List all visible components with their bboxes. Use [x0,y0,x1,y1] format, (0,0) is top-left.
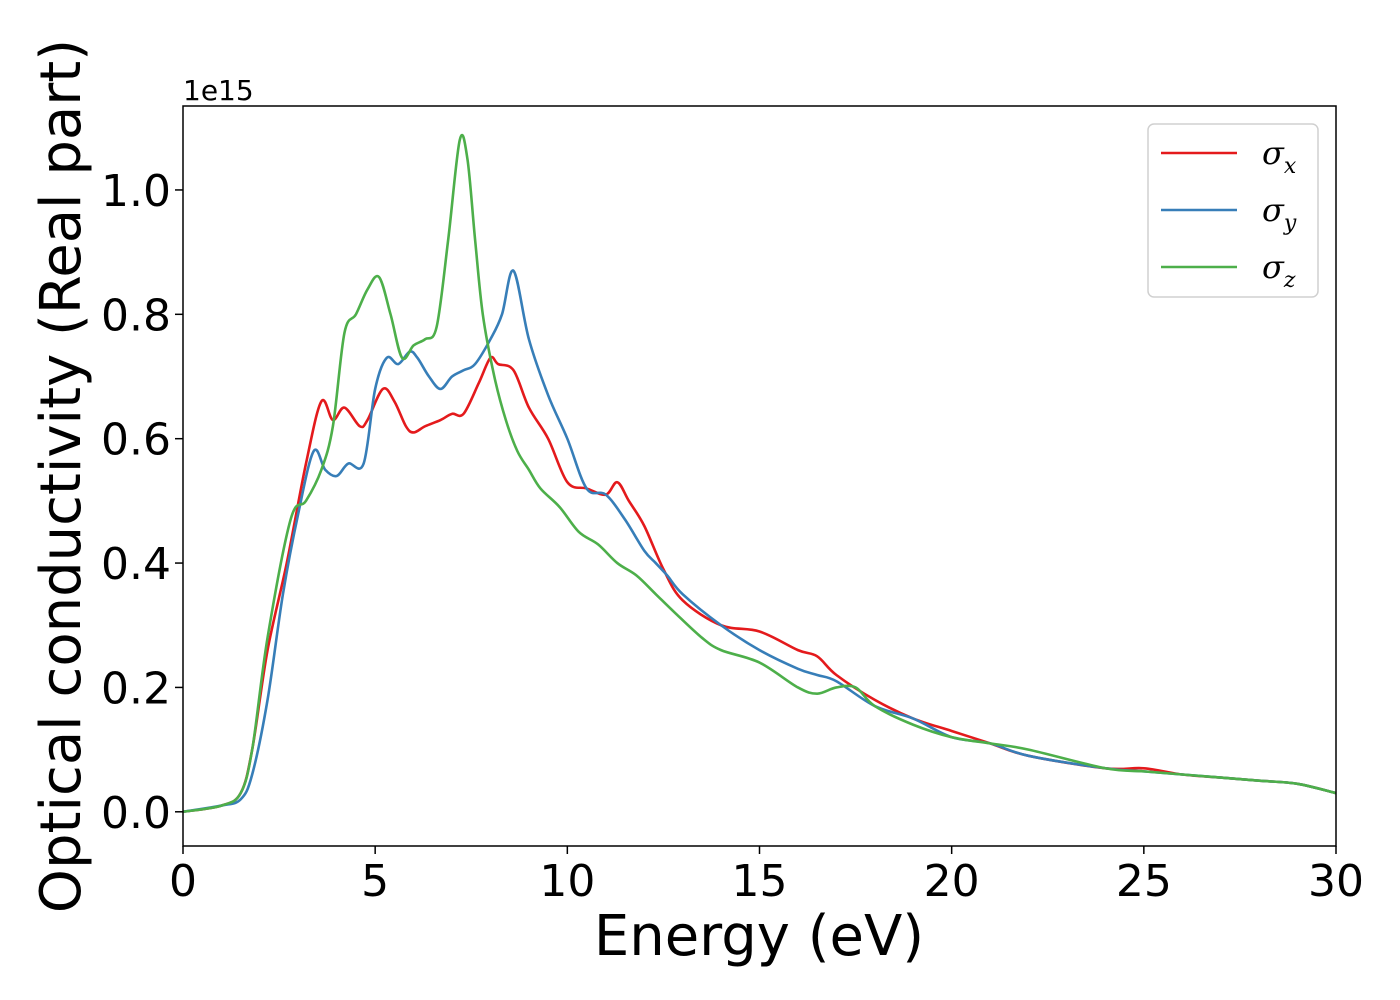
legend-items: σx σy σz [1161,134,1297,293]
x-tick-label: 20 [924,856,980,907]
y-tick-label: 0.2 [101,663,171,714]
plot-frame [182,105,1337,847]
y-axis-title: Optical conductivity (Real part) [29,39,94,913]
x-axis-title: Energy (eV) [594,904,924,969]
legend-label-sigma-y: σy [1262,191,1297,236]
legend: σx σy σz [1147,123,1319,298]
x-tick-label: 0 [169,856,197,907]
x-tick-label: 30 [1308,856,1364,907]
x-tick-label: 5 [361,856,389,907]
legend-label-sigma-x: σx [1262,134,1297,179]
series-lines [182,133,1337,814]
y-axis-ticks: 0.0 0.2 0.4 0.6 0.8 1.0 [101,166,183,839]
y-tick-label: 1.0 [101,166,171,217]
series-line-sigma-y [182,269,1337,814]
y-axis-offset-label: 1e15 [183,74,254,107]
x-tick-label: 15 [732,856,788,907]
legend-label-sigma-z: σz [1262,248,1296,293]
x-tick-label: 10 [539,856,595,907]
y-tick-label: 0.6 [101,415,171,466]
series-line-sigma-z [182,133,1337,814]
x-axis-ticks: 0 5 10 15 20 25 30 [169,846,1364,907]
y-tick-label: 0.0 [101,788,171,839]
x-tick-label: 25 [1116,856,1172,907]
y-tick-label: 0.8 [101,290,171,341]
series-line-sigma-x [182,355,1337,814]
y-tick-label: 0.4 [101,539,171,590]
